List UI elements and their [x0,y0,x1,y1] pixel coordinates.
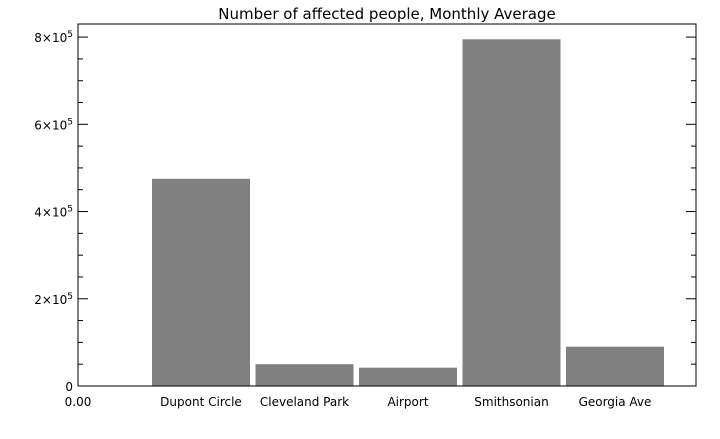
ticks-layer [78,36,696,387]
x-tick-label: Cleveland Park [260,395,349,409]
bar-smithsonian [462,39,561,387]
y-tick-labels: 0 2×105 4×105 6×105 8×105 [34,30,73,394]
y-tick-label: 0 [65,380,73,394]
x-tick-labels: Dupont Circle Cleveland Park Airport Smiths… [160,395,651,409]
chart-title: Number of affected people, Monthly Avera… [218,5,555,23]
y-tick-label: 2×105 [34,292,73,307]
x-origin-label: 0.00 [65,395,92,409]
y-tick-label: 6×105 [34,117,73,132]
x-tick-label: Georgia Ave [579,395,652,409]
x-tick-label: Dupont Circle [160,395,242,409]
x-tick-label: Airport [387,395,428,409]
plot-frame [77,23,697,387]
x-tick-label: Smithsonian [474,395,548,409]
bar-georgia-ave [566,346,664,386]
bar-dupont-circle [152,178,250,386]
bar-cleveland-park [255,364,354,386]
y-tick-label: 8×105 [34,30,73,45]
y-tick-label: 4×105 [34,205,73,220]
bar-airport [359,367,457,386]
bars-layer [152,39,664,387]
